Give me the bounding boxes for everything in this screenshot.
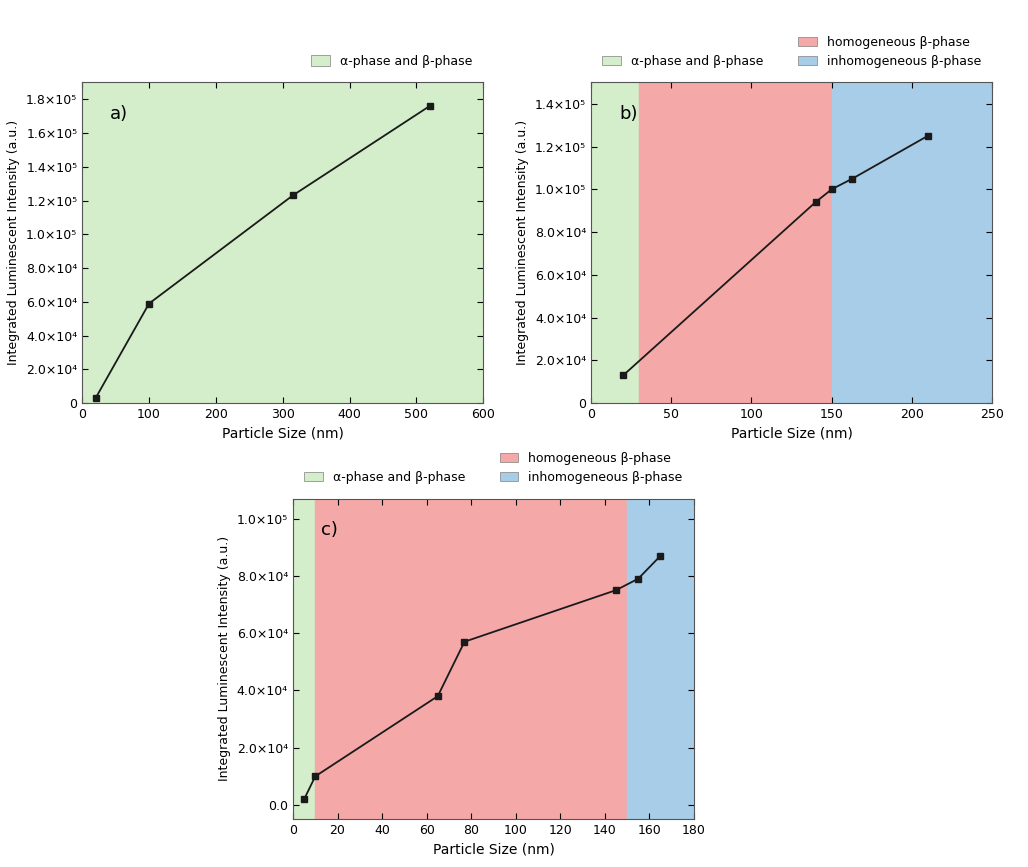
Text: b): b)	[619, 105, 637, 123]
Bar	[639, 82, 832, 403]
Legend: α-phase and β-phase: α-phase and β-phase	[305, 50, 477, 73]
Text: a): a)	[110, 105, 128, 123]
X-axis label: Particle Size (nm): Particle Size (nm)	[433, 843, 554, 857]
Legend: homogeneous β-phase, inhomogeneous β-phase: homogeneous β-phase, inhomogeneous β-pha…	[494, 447, 688, 489]
Bar	[293, 499, 316, 819]
Y-axis label: Integrated Luminescent Intensity (a.u.): Integrated Luminescent Intensity (a.u.)	[218, 537, 231, 781]
Legend: homogeneous β-phase, inhomogeneous β-phase: homogeneous β-phase, inhomogeneous β-pha…	[793, 30, 986, 73]
Text: c): c)	[321, 521, 338, 539]
Y-axis label: Integrated Luminescent Intensity (a.u.): Integrated Luminescent Intensity (a.u.)	[7, 121, 21, 365]
Bar	[316, 499, 627, 819]
Bar	[832, 82, 992, 403]
Bar	[82, 82, 483, 403]
Bar	[591, 82, 639, 403]
Bar	[627, 499, 694, 819]
X-axis label: Particle Size (nm): Particle Size (nm)	[222, 427, 343, 440]
Y-axis label: Integrated Luminescent Intensity (a.u.): Integrated Luminescent Intensity (a.u.)	[516, 121, 529, 365]
X-axis label: Particle Size (nm): Particle Size (nm)	[731, 427, 852, 440]
